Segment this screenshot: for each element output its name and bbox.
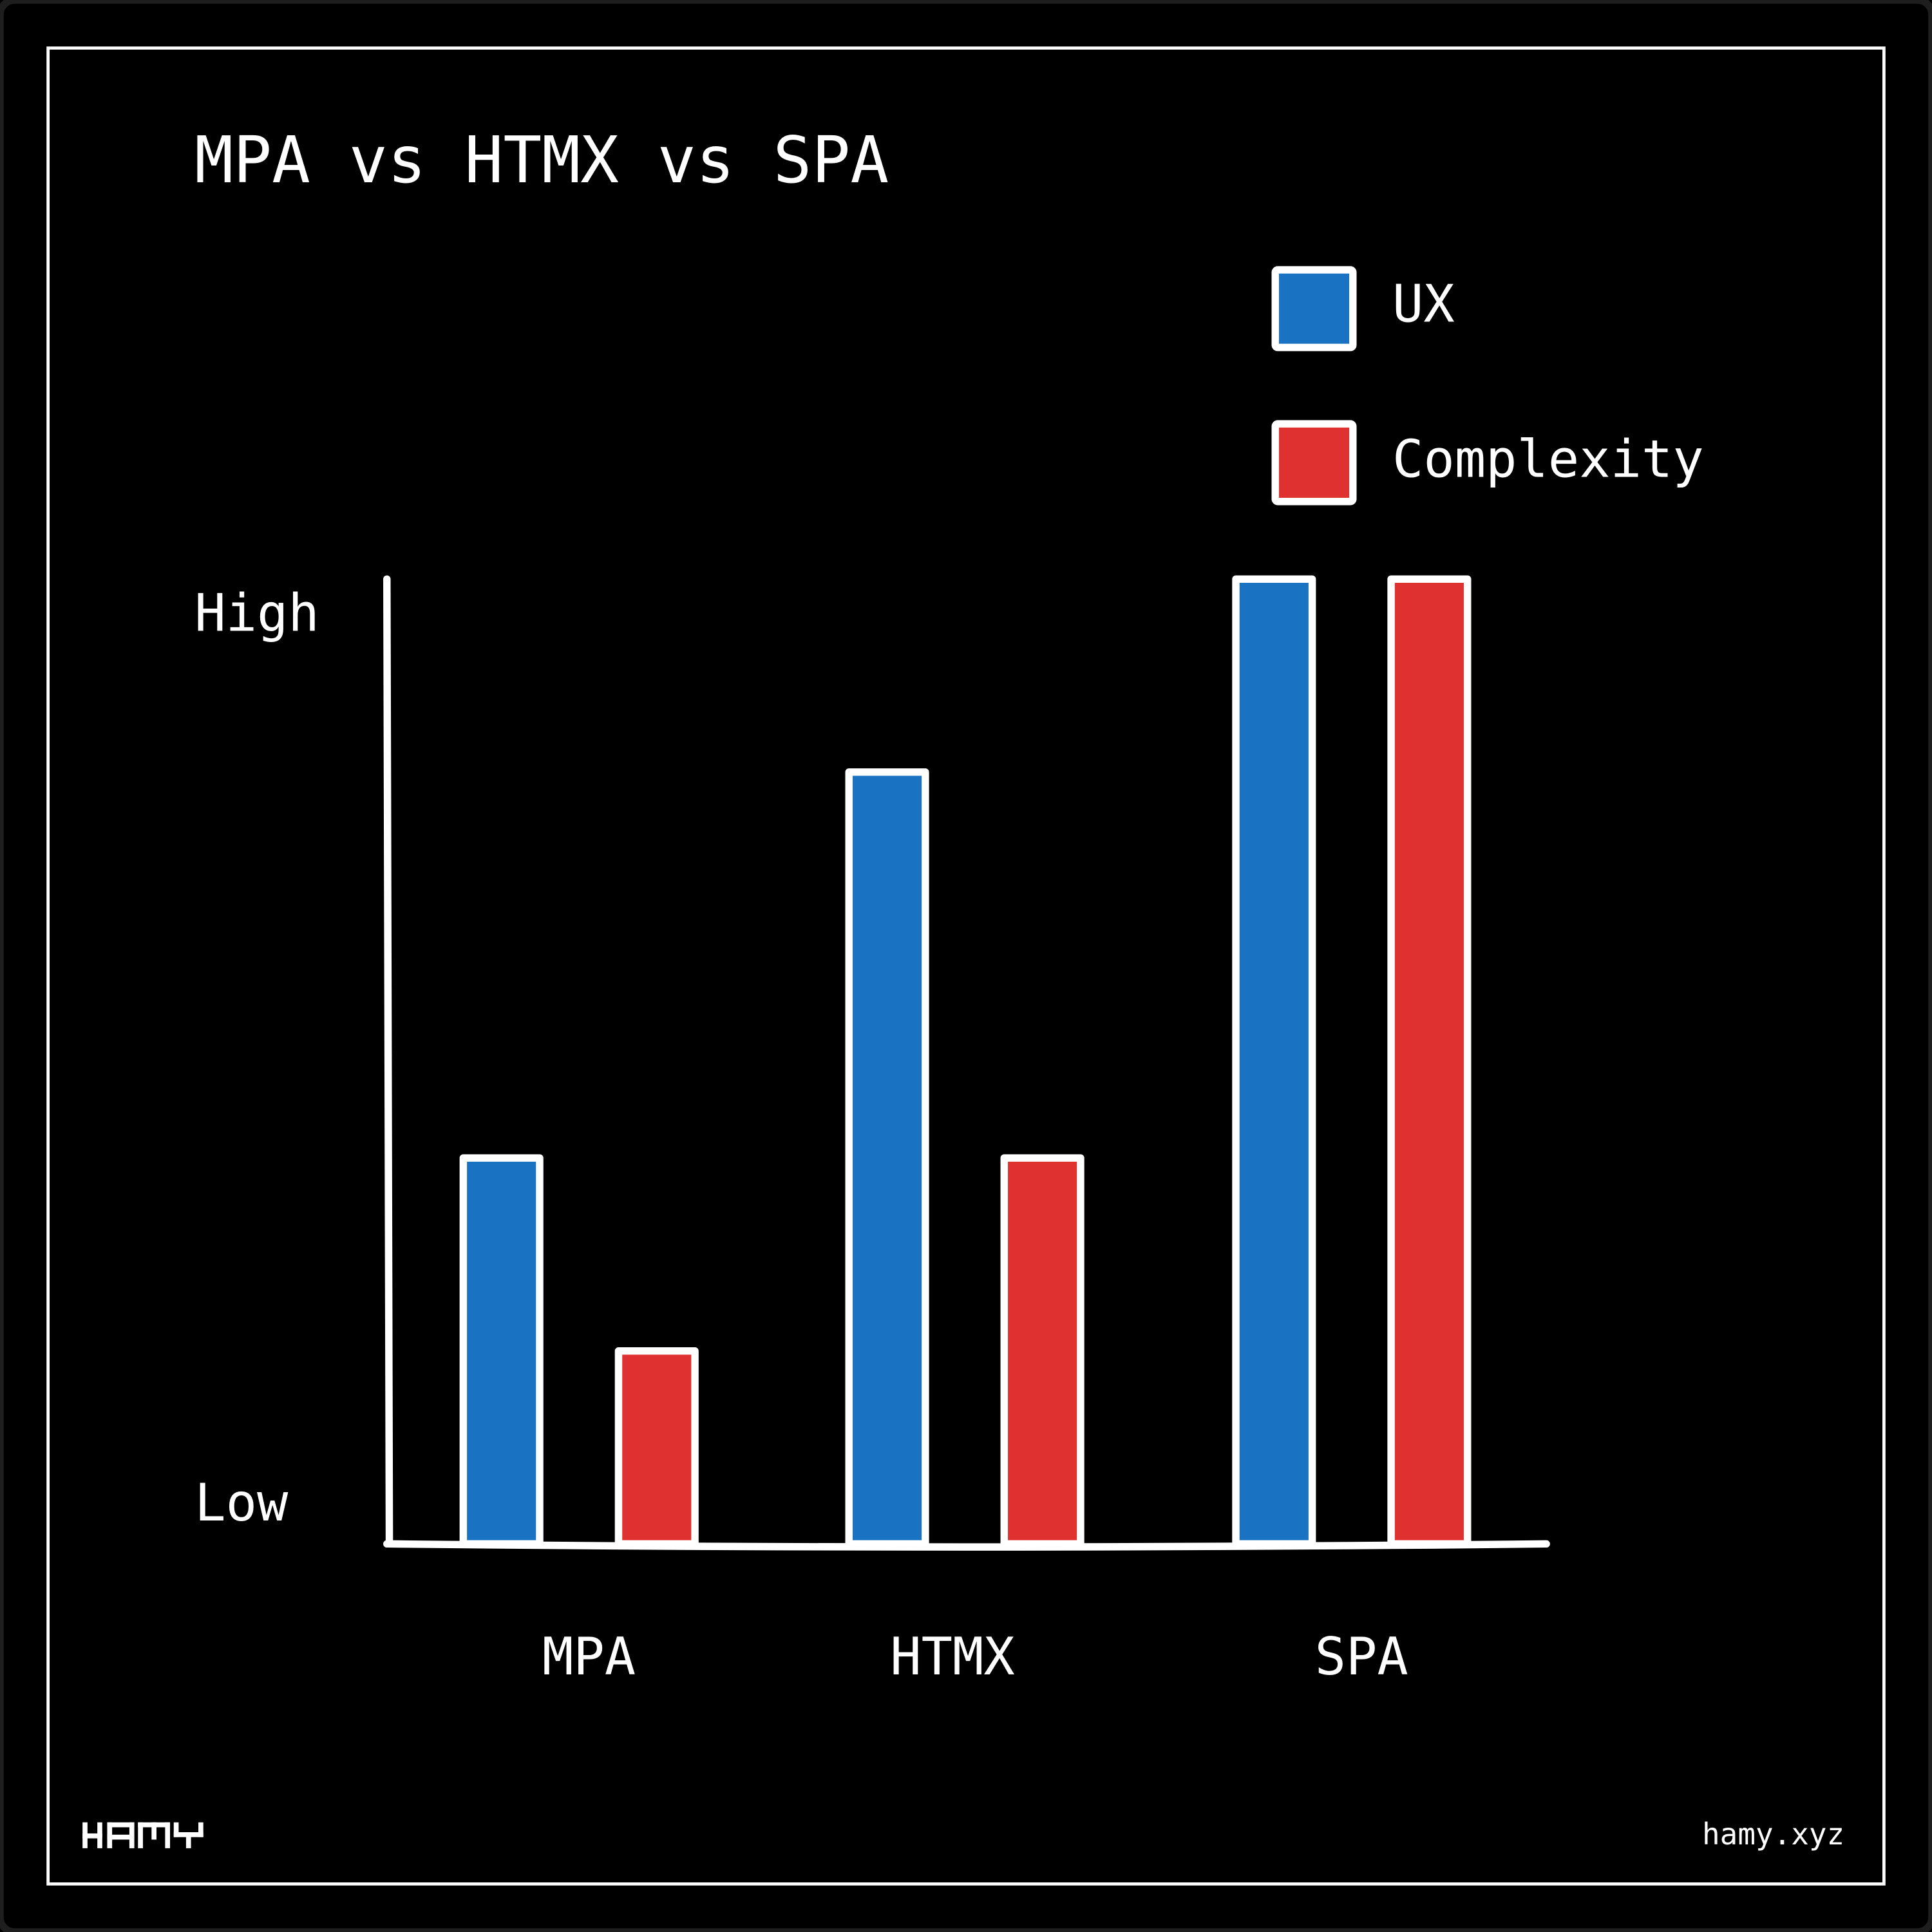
bar-mpa-complexity bbox=[614, 1347, 699, 1548]
legend: UX Complexity bbox=[1271, 266, 1704, 506]
y-axis bbox=[383, 575, 393, 1548]
bars bbox=[459, 575, 1472, 1548]
y-tick-high: High bbox=[194, 583, 319, 643]
bar-htmx-ux bbox=[845, 768, 929, 1548]
legend-label-complexity: Complexity bbox=[1392, 428, 1704, 489]
bar-mpa-ux bbox=[459, 1154, 544, 1548]
legend-label-ux: UX bbox=[1392, 273, 1455, 334]
bar-htmx-complexity bbox=[1000, 1154, 1084, 1548]
y-tick-low: Low bbox=[194, 1472, 289, 1533]
legend-swatch-ux bbox=[1271, 266, 1357, 352]
x-tick-label-htmx: HTMX bbox=[890, 1626, 1014, 1687]
bar-spa-complexity bbox=[1387, 575, 1472, 1548]
x-tick-label-spa: SPA bbox=[1315, 1626, 1408, 1687]
x-tick-labels: MPA HTMX SPA bbox=[542, 1626, 1408, 1687]
hamy-logo bbox=[82, 1822, 204, 1848]
x-axis bbox=[383, 1540, 1550, 1551]
chart-title: MPA vs HTMX vs SPA bbox=[194, 124, 889, 198]
x-tick-label-mpa: MPA bbox=[542, 1626, 636, 1687]
legend-swatch-complexity bbox=[1271, 420, 1357, 506]
frame-border bbox=[46, 46, 1886, 1886]
footer-site: hamy.xyz bbox=[1702, 1817, 1844, 1852]
bar-spa-ux bbox=[1232, 575, 1316, 1548]
